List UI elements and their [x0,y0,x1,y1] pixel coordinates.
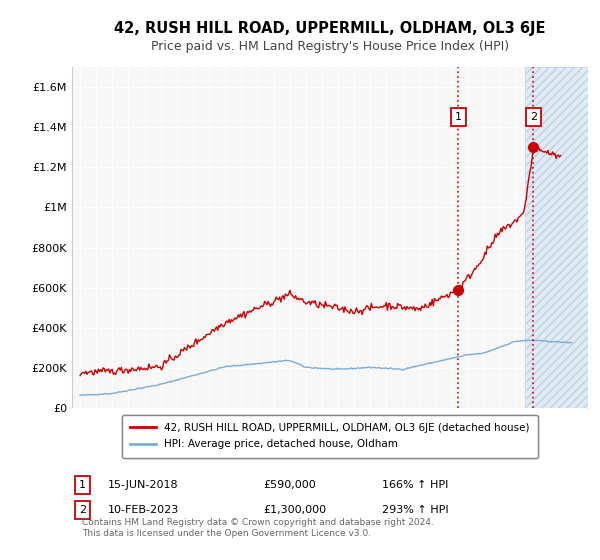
Bar [525,67,588,408]
Legend: 42, RUSH HILL ROAD, UPPERMILL, OLDHAM, OL3 6JE (detached house), HPI: Average pr: 42, RUSH HILL ROAD, UPPERMILL, OLDHAM, O… [122,415,538,458]
Text: 2: 2 [79,505,86,515]
Text: 2: 2 [530,113,537,122]
Text: £1,300,000: £1,300,000 [263,505,326,515]
Text: £590,000: £590,000 [263,480,316,490]
Text: Price paid vs. HM Land Registry's House Price Index (HPI): Price paid vs. HM Land Registry's House … [151,40,509,53]
Text: 10-FEB-2023: 10-FEB-2023 [108,505,179,515]
Text: 15-JUN-2018: 15-JUN-2018 [108,480,179,490]
Text: 166% ↑ HPI: 166% ↑ HPI [382,480,448,490]
Text: 293% ↑ HPI: 293% ↑ HPI [382,505,448,515]
Text: Contains HM Land Registry data © Crown copyright and database right 2024.
This d: Contains HM Land Registry data © Crown c… [82,518,434,538]
Text: 1: 1 [79,480,86,490]
Text: 42, RUSH HILL ROAD, UPPERMILL, OLDHAM, OL3 6JE: 42, RUSH HILL ROAD, UPPERMILL, OLDHAM, O… [114,21,546,36]
Text: 1: 1 [455,113,462,122]
